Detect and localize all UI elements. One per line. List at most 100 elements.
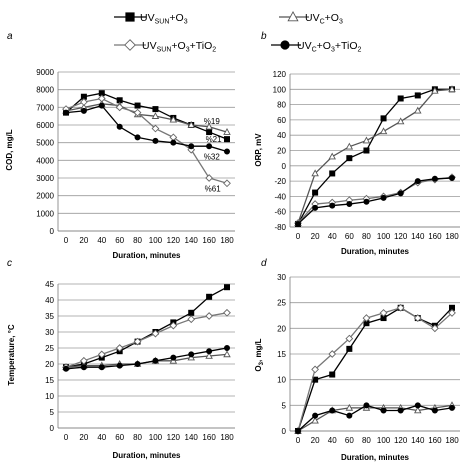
panel-letter: c xyxy=(7,258,12,269)
series-line xyxy=(65,97,228,184)
y-tick-label: 25 xyxy=(45,344,54,353)
x-tick-label: 180 xyxy=(445,232,459,241)
x-tick-label: 0 xyxy=(64,236,69,245)
data-point xyxy=(80,107,87,114)
series-line xyxy=(65,347,228,370)
y-axis-title: O3, mg/L xyxy=(254,338,265,371)
x-tick-label: 80 xyxy=(133,433,142,442)
data-point xyxy=(329,407,336,414)
annotation-label: %19 xyxy=(204,117,221,126)
data-point xyxy=(294,220,301,227)
y-tick-label: 40 xyxy=(277,131,286,140)
series-line xyxy=(297,307,453,432)
data-point xyxy=(346,345,353,352)
x-tick-label: 120 xyxy=(394,232,408,241)
legend-item-uv_c_o3_tio2: UVC+O3+TiO2 xyxy=(271,40,362,54)
y-tick-label: 25 xyxy=(277,299,286,308)
y-tick-label: 1000 xyxy=(36,209,54,218)
x-tick-label: 180 xyxy=(445,436,459,445)
series-line xyxy=(65,353,228,368)
series-line xyxy=(297,88,453,224)
data-point xyxy=(431,86,439,94)
data-point xyxy=(169,321,178,330)
x-tick-label: 180 xyxy=(220,236,234,245)
data-point xyxy=(206,293,213,300)
x-tick-label: 80 xyxy=(362,436,371,445)
annotation-label: %21 xyxy=(206,135,223,144)
chart-panel-a: a 0 1000 2000 3000 4000 5000 6000 7000 8000 9000 0 2… xyxy=(5,31,235,260)
x-tick-label: 140 xyxy=(411,436,425,445)
y-axis-title: ORP, mV xyxy=(254,133,263,167)
x-tick-label: 120 xyxy=(167,236,181,245)
legend-marker xyxy=(124,39,136,51)
series-uv_c_o3_tio2 xyxy=(294,175,455,227)
data-point xyxy=(152,357,159,364)
x-tick-label: 0 xyxy=(296,232,301,241)
data-point xyxy=(312,204,319,211)
y-tick-label: 2000 xyxy=(36,192,54,201)
series-line xyxy=(65,104,228,153)
data-point xyxy=(97,94,106,103)
series-line xyxy=(65,286,228,368)
x-tick-label: 20 xyxy=(311,436,320,445)
x-tick-label: 140 xyxy=(185,433,199,442)
x-tick-label: 20 xyxy=(311,232,320,241)
data-point xyxy=(311,169,319,177)
data-point xyxy=(448,175,455,182)
x-tick-label: 40 xyxy=(328,232,337,241)
y-tick-label: 5 xyxy=(50,408,55,417)
panel-letter: d xyxy=(261,258,267,269)
series-uv_c_o3_tio2 xyxy=(63,344,230,372)
data-point xyxy=(188,351,195,358)
data-point xyxy=(414,406,422,414)
data-point xyxy=(414,92,421,99)
y-tick-label: 45 xyxy=(45,280,54,289)
data-point xyxy=(223,179,231,188)
data-point xyxy=(363,198,370,205)
series-line xyxy=(297,404,453,432)
y-tick-label: 60 xyxy=(277,116,286,125)
data-point xyxy=(380,194,387,201)
x-tick-label: 100 xyxy=(377,232,391,241)
y-tick-label: 10 xyxy=(45,392,54,401)
x-tick-label: 180 xyxy=(220,433,234,442)
data-point xyxy=(431,175,438,182)
data-point xyxy=(346,201,353,208)
y-tick-label: 0 xyxy=(282,427,287,436)
panel-letter: b xyxy=(261,31,267,42)
legend-label: UVSUN+O3 xyxy=(140,12,188,26)
legend-label: UVC+O3+TiO2 xyxy=(297,40,362,54)
data-point xyxy=(115,103,124,112)
x-tick-label: 60 xyxy=(345,232,354,241)
x-tick-label: 140 xyxy=(411,232,425,241)
data-point xyxy=(170,139,177,146)
y-axis-title: Temperature, °C xyxy=(7,324,16,386)
data-point xyxy=(380,115,387,122)
x-tick-label: 20 xyxy=(79,433,88,442)
data-point xyxy=(397,190,404,197)
data-point xyxy=(116,123,123,130)
data-point xyxy=(346,155,353,162)
y-tick-label: 20 xyxy=(45,360,54,369)
series-line xyxy=(297,88,452,225)
y-tick-label: 6000 xyxy=(36,121,54,130)
data-point xyxy=(188,309,195,316)
y-tick-label: 10 xyxy=(277,376,286,385)
data-point xyxy=(328,152,336,160)
x-tick-label: 40 xyxy=(97,236,106,245)
y-tick-label: 15 xyxy=(45,376,54,385)
legend: UVSUN+O3 UVC+O3 UVSUN+O3+TiO2 UVC+O3+TiO2 xyxy=(114,11,362,54)
y-tick-label: 5 xyxy=(282,401,287,410)
data-point xyxy=(223,128,231,135)
legend-label: UVC+O3 xyxy=(305,12,343,26)
series-uv_c_o3_tio2 xyxy=(63,102,230,155)
data-point xyxy=(345,403,354,411)
data-point xyxy=(448,309,456,317)
x-axis-title: Duration, minutes xyxy=(341,247,410,256)
data-point xyxy=(134,134,141,141)
data-point xyxy=(328,350,337,358)
data-point xyxy=(312,189,319,196)
x-tick-label: 60 xyxy=(115,433,124,442)
series-line xyxy=(65,92,228,140)
